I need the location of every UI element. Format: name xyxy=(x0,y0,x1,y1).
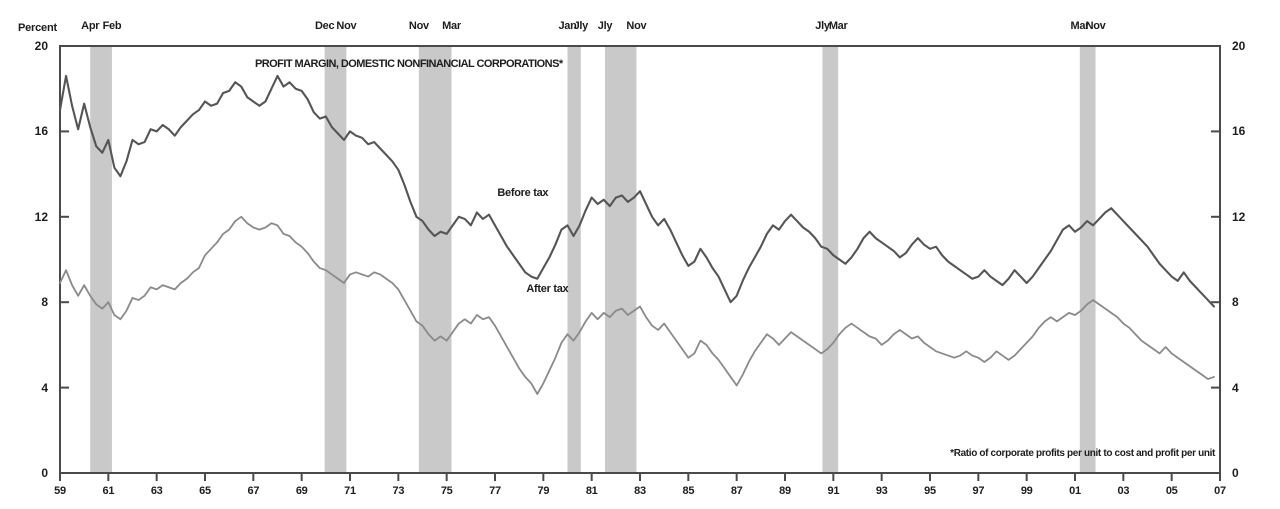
x-tick-label: 73 xyxy=(392,485,405,497)
x-tick-label: 93 xyxy=(875,485,888,497)
x-tick-label: 71 xyxy=(344,485,356,497)
recession-trough-label: Jly xyxy=(573,20,589,32)
series-label-before-tax: Before tax xyxy=(497,186,549,199)
y-tick-label-left: 12 xyxy=(34,209,48,224)
x-tick-label: 05 xyxy=(1165,485,1178,497)
x-tick-label: 89 xyxy=(779,485,791,497)
x-tick-label: 95 xyxy=(924,485,936,497)
y-tick-label-right: 12 xyxy=(1232,209,1246,224)
x-tick-label: 97 xyxy=(972,485,985,497)
y-tick-label-left: 0 xyxy=(41,466,48,480)
x-tick-label: 79 xyxy=(537,485,550,497)
recession-peak-label: Jly xyxy=(815,20,830,32)
recession-trough-label: Mar xyxy=(442,20,461,32)
x-tick-label: 91 xyxy=(827,485,840,497)
recession-peak-label: Apr xyxy=(81,20,100,32)
recession-peak-label: Mar xyxy=(1070,20,1090,32)
x-tick-label: 75 xyxy=(440,485,453,497)
y-tick-label-left: 8 xyxy=(41,295,48,310)
recession-trough-label: Nov xyxy=(1085,20,1106,32)
x-tick-label: 03 xyxy=(1117,485,1130,497)
y-tick-label-left: 20 xyxy=(34,39,48,53)
x-tick-label: 07 xyxy=(1214,485,1226,497)
x-tick-label: 77 xyxy=(489,485,501,497)
recession-band xyxy=(1079,46,1096,473)
recession-band xyxy=(822,46,839,473)
x-tick-label: 63 xyxy=(150,485,163,497)
recession-trough-label: Nov xyxy=(336,20,357,32)
y-tick-label-right: 20 xyxy=(1232,39,1246,53)
recession-trough-label: Feb xyxy=(102,20,122,32)
recession-peak-label: Jly xyxy=(597,20,613,32)
x-tick-label: 99 xyxy=(1020,485,1033,497)
x-tick-label: 67 xyxy=(247,485,260,497)
series-line-after-tax xyxy=(59,215,1215,395)
x-tick-label: 83 xyxy=(634,485,646,497)
recession-peak-label: Nov xyxy=(408,20,429,32)
recession-peak-label: Jan xyxy=(558,20,577,32)
x-tick-label: 65 xyxy=(199,485,211,497)
x-tick-label: 87 xyxy=(730,485,743,497)
y-axis-unit-label: Percent xyxy=(18,22,57,34)
y-tick-label-left: 16 xyxy=(34,124,48,139)
recession-band xyxy=(604,46,637,473)
y-tick-label-right: 0 xyxy=(1232,466,1239,480)
recession-peak-label: Dec xyxy=(314,20,335,32)
series-label-after-tax: After tax xyxy=(526,282,569,295)
x-tick-label: 61 xyxy=(102,485,115,497)
recession-band xyxy=(418,46,452,473)
y-tick-label-right: 8 xyxy=(1232,295,1239,310)
x-tick-label: 69 xyxy=(295,485,308,497)
y-tick-label-right: 4 xyxy=(1232,380,1239,395)
x-tick-label: 01 xyxy=(1069,485,1081,497)
x-tick-label: 85 xyxy=(682,485,695,497)
y-tick-label-right: 16 xyxy=(1232,124,1246,139)
recession-trough-label: Mar xyxy=(828,20,848,32)
recession-band xyxy=(90,46,112,473)
chart-footnote: *Ratio of corporate profits per unit to … xyxy=(950,448,1215,459)
y-tick-label-left: 4 xyxy=(41,380,48,395)
series-line-before-tax xyxy=(58,74,1216,308)
recession-band xyxy=(324,46,347,473)
recession-band xyxy=(567,46,581,473)
chart-title: PROFIT MARGIN, DOMESTIC NONFINANCIAL COR… xyxy=(255,58,563,70)
x-tick-label: 81 xyxy=(585,485,598,497)
x-tick-label: 59 xyxy=(54,485,66,497)
recession-trough-label: Nov xyxy=(626,20,647,32)
